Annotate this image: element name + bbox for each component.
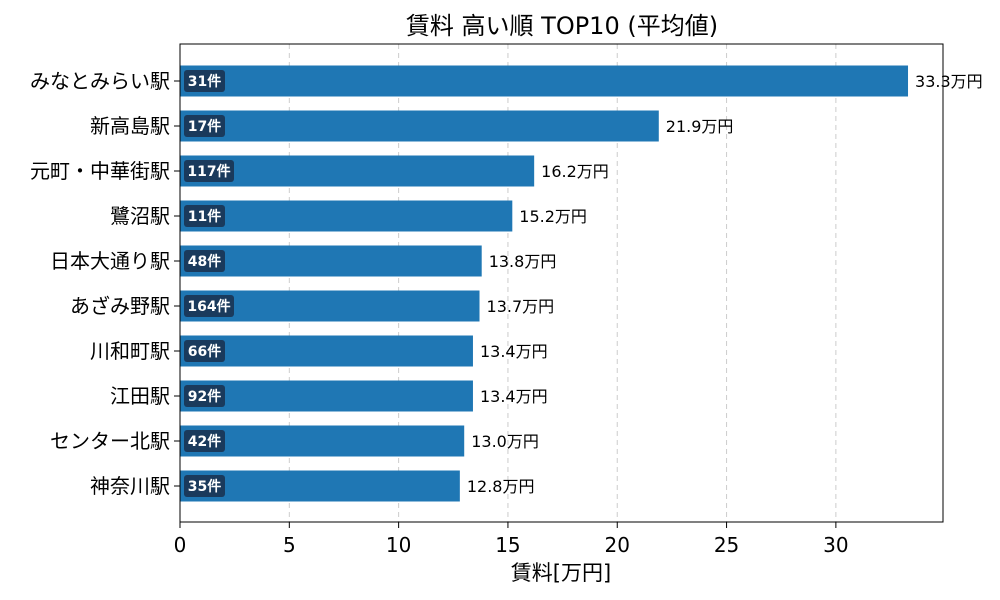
y-tick-label: 新高島駅 <box>90 114 170 138</box>
y-tick-label: あざみ野駅 <box>70 294 170 318</box>
y-tick-label: 日本大通り駅 <box>50 249 170 273</box>
count-badge <box>184 250 225 272</box>
count-badge <box>184 475 225 497</box>
bar <box>180 425 465 457</box>
count-label: 31件 <box>188 73 221 90</box>
x-tick-label: 10 <box>386 533 411 557</box>
value-label: 33.3万円 <box>915 72 983 91</box>
y-tick-label: 川和町駅 <box>90 339 170 363</box>
count-label: 117件 <box>187 163 230 180</box>
bar <box>180 110 659 142</box>
bar <box>180 200 513 232</box>
count-badge <box>184 205 225 227</box>
bar <box>180 65 909 97</box>
x-tick-label: 15 <box>495 533 520 557</box>
y-tick-label: 元町・中華街駅 <box>30 159 170 183</box>
y-tick-label: 神奈川駅 <box>90 474 170 498</box>
count-badge <box>184 160 234 182</box>
x-tick-label: 30 <box>823 533 848 557</box>
count-label: 17件 <box>188 118 221 135</box>
x-tick-label: 25 <box>714 533 739 557</box>
bar <box>180 245 482 277</box>
y-tick-label: みなとみらい駅 <box>30 69 170 93</box>
count-badge <box>184 70 225 92</box>
count-badge <box>184 385 225 407</box>
bar <box>180 380 473 412</box>
x-tick-label: 5 <box>283 533 296 557</box>
chart-title: 賃料 高い順 TOP10 (平均値) <box>406 12 718 40</box>
value-label: 12.8万円 <box>467 477 535 496</box>
count-label: 92件 <box>188 388 221 405</box>
value-label: 16.2万円 <box>541 162 609 181</box>
count-badge <box>184 295 234 317</box>
count-label: 66件 <box>188 343 221 360</box>
y-tick-label: センター北駅 <box>50 429 170 453</box>
count-badge <box>184 115 225 137</box>
value-label: 13.0万円 <box>471 432 539 451</box>
value-label: 13.4万円 <box>480 387 548 406</box>
x-axis-ticks: 0 5 10 15 20 25 30 <box>174 522 849 557</box>
value-label: 15.2万円 <box>519 207 587 226</box>
bar <box>180 470 460 502</box>
value-label: 13.8万円 <box>489 252 557 271</box>
count-label: 35件 <box>188 478 221 495</box>
count-badge <box>184 430 225 452</box>
value-label: 13.4万円 <box>480 342 548 361</box>
bar <box>180 335 473 367</box>
x-tick-label: 20 <box>605 533 630 557</box>
value-label: 21.9万円 <box>666 117 734 136</box>
plot-frame <box>179 43 944 523</box>
x-tick-label: 0 <box>174 533 187 557</box>
count-label: 11件 <box>188 208 221 225</box>
y-axis-ticks: みなとみらい駅新高島駅元町・中華街駅鷺沼駅日本大通り駅あざみ野駅川和町駅江田駅セ… <box>30 69 180 498</box>
x-axis-label: 賃料[万円] <box>511 561 611 585</box>
bars: 33.3万円 31件 21.9万円 17件 16.2万円 117件 15.2万円 11件 13.… <box>180 65 983 502</box>
count-label: 42件 <box>188 433 221 450</box>
value-label: 13.7万円 <box>487 297 555 316</box>
bar <box>180 155 535 187</box>
y-tick-label: 鷺沼駅 <box>110 204 170 228</box>
count-badge <box>184 340 225 362</box>
y-tick-label: 江田駅 <box>110 384 170 408</box>
count-label: 164件 <box>187 298 230 315</box>
count-label: 48件 <box>188 253 221 270</box>
